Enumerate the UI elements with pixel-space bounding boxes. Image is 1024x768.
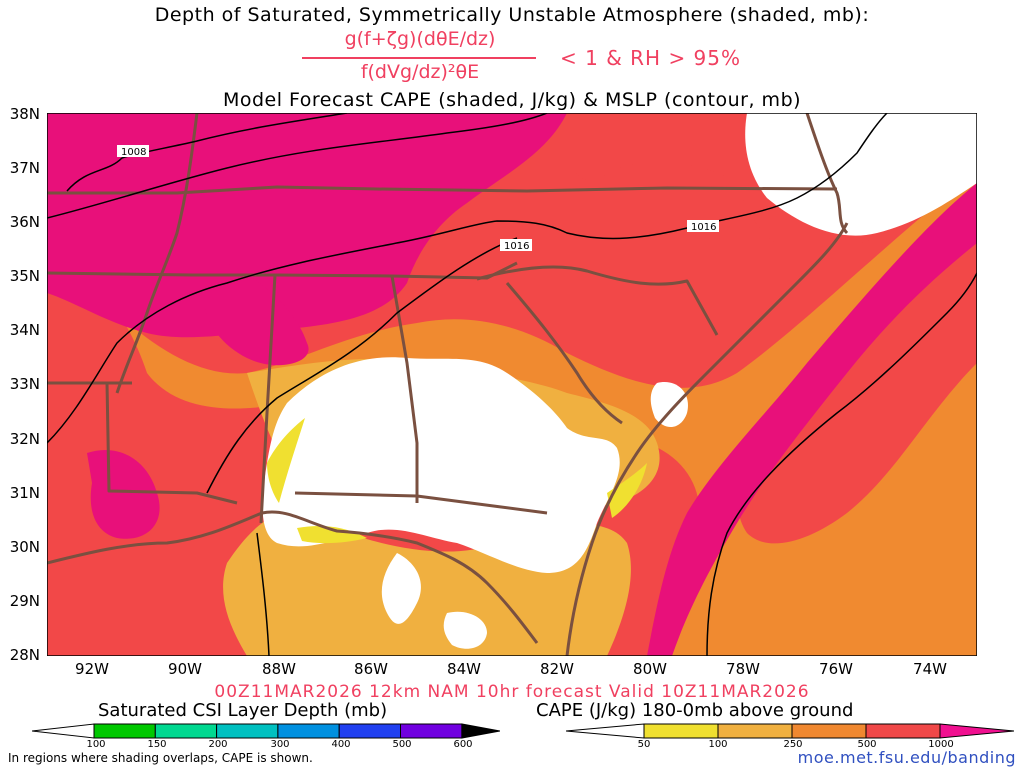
isobar-label-2: 1016 bbox=[504, 241, 529, 252]
isobar-label-bg-3 bbox=[687, 220, 719, 232]
cape-label-100: 100 bbox=[708, 739, 728, 750]
border-la-west bbox=[105, 382, 238, 505]
csi-swatches-swatch-4 bbox=[338, 723, 402, 739]
cape-map: 1008 1016 1016 bbox=[47, 113, 977, 656]
lat-label-31: 31N bbox=[9, 484, 40, 502]
lon-label-84: 84W bbox=[447, 660, 481, 678]
title-line-2: Model Forecast CAPE (shaded, J/kg) & MSL… bbox=[222, 89, 802, 111]
lon-label-88: 88W bbox=[262, 660, 296, 678]
lon-label-80: 80W bbox=[633, 660, 667, 678]
csi-label-200: 200 bbox=[208, 739, 228, 750]
cape-yellow-edge-2 bbox=[607, 463, 647, 518]
formula-condition: < 1 & RH > 95% bbox=[560, 46, 742, 70]
cape-swatch-0 bbox=[643, 723, 719, 739]
cape-colorbar bbox=[566, 723, 1014, 739]
state-borders bbox=[47, 113, 849, 656]
lon-label-74: 74W bbox=[913, 660, 947, 678]
csi-swatches-swatch-3 bbox=[277, 723, 340, 739]
cape-label-50: 50 bbox=[637, 739, 651, 750]
lon-label-82: 82W bbox=[540, 660, 574, 678]
isobar-south-west bbox=[256, 532, 270, 656]
border-fl-north bbox=[294, 491, 548, 515]
lat-label-36: 36N bbox=[9, 213, 40, 231]
cape-swatch-3 bbox=[865, 723, 941, 739]
lon-label-86: 86W bbox=[354, 660, 388, 678]
no-cape-virginia-coast bbox=[745, 113, 977, 236]
csi-swatches-swatch-0 bbox=[93, 723, 156, 739]
cape-colorbar-low-arrow bbox=[566, 723, 645, 739]
cape-colorbar-title: CAPE (J/kg) 180-0mb above ground bbox=[536, 700, 854, 721]
csi-colorbar-high-arrow bbox=[461, 723, 500, 739]
isobar-south-east bbox=[706, 272, 977, 656]
cape-magenta-west bbox=[87, 449, 160, 539]
overlap-note: In regions where shading overlaps, CAPE … bbox=[8, 751, 313, 765]
csi-colorbar-low-arrow bbox=[32, 723, 95, 739]
csi-label-600: 600 bbox=[453, 739, 473, 750]
no-cape-southeast-us bbox=[262, 357, 620, 573]
mslp-contours bbox=[47, 113, 977, 656]
website-link[interactable]: moe.met.fsu.edu/banding bbox=[797, 748, 1016, 767]
lon-label-90: 90W bbox=[168, 660, 202, 678]
csi-label-100: 100 bbox=[86, 739, 106, 750]
lat-label-34: 34N bbox=[9, 321, 40, 339]
no-cape-atlantic-patch bbox=[650, 382, 688, 428]
formula-numerator: g(f+ζg)(dθE/dz) bbox=[344, 28, 496, 50]
border-al-ga bbox=[390, 275, 419, 503]
isobar-west bbox=[47, 113, 888, 444]
lat-label-28: 28N bbox=[9, 646, 40, 664]
isobar-label-bg-2 bbox=[500, 239, 532, 251]
cape-yellow-edge-3 bbox=[297, 526, 367, 544]
cape-magenta-east-band bbox=[647, 183, 977, 656]
csi-label-400: 400 bbox=[331, 739, 351, 750]
cape-swatch-4 bbox=[939, 723, 1014, 739]
csi-swatches-swatch-1 bbox=[154, 723, 218, 739]
border-ms-river bbox=[115, 113, 199, 394]
cape-magenta-northwest-2 bbox=[204, 263, 309, 366]
lat-label-30: 30N bbox=[9, 538, 40, 556]
border-sc-ga bbox=[505, 282, 623, 425]
border-nc-sc bbox=[476, 265, 719, 336]
isobar-label-1: 1008 bbox=[121, 147, 146, 158]
lat-label-32: 32N bbox=[9, 430, 40, 448]
cape-label-1000: 1000 bbox=[928, 739, 954, 750]
csi-label-300: 300 bbox=[270, 739, 290, 750]
cape-magenta-northwest bbox=[47, 113, 567, 338]
lon-label-92: 92W bbox=[75, 660, 109, 678]
run-info: 00Z11MAR2026 12km NAM 10hr forecast Vali… bbox=[214, 682, 810, 702]
isobar-label-bg-1 bbox=[117, 145, 149, 157]
csi-swatches-swatch-5 bbox=[400, 723, 463, 739]
lat-label-33: 33N bbox=[9, 375, 40, 393]
isobar-1016-north bbox=[47, 113, 548, 219]
lat-label-29: 29N bbox=[9, 592, 40, 610]
no-cape-florida-panhandle bbox=[381, 553, 421, 624]
cape-label-500: 500 bbox=[857, 739, 877, 750]
formula-denominator: f(dVg/dz)²θE bbox=[360, 61, 480, 83]
cape-label-250: 250 bbox=[783, 739, 803, 750]
lon-label-76: 76W bbox=[819, 660, 853, 678]
border-va-coast bbox=[805, 113, 849, 235]
border-gulf-coast bbox=[47, 510, 539, 644]
lat-label-38: 38N bbox=[9, 105, 40, 123]
isobar-label-3: 1016 bbox=[691, 222, 716, 233]
no-cape-gulf bbox=[443, 611, 487, 649]
border-tn-north bbox=[47, 185, 838, 195]
formula-fraction-bar bbox=[302, 57, 536, 59]
csi-colorbar-title: Saturated CSI Layer Depth (mb) bbox=[98, 700, 388, 721]
isobar-1008 bbox=[66, 113, 348, 192]
csi-colorbar bbox=[32, 723, 500, 739]
title-line-1: Depth of Saturated, Symmetrically Unstab… bbox=[154, 4, 870, 26]
csi-label-500: 500 bbox=[392, 739, 412, 750]
border-ms-al bbox=[259, 274, 277, 524]
cape-swatch-1 bbox=[717, 723, 793, 739]
csi-swatches-swatch-2 bbox=[216, 723, 279, 739]
cape-swatch-2 bbox=[791, 723, 867, 739]
border-fl-east-coast bbox=[565, 222, 849, 656]
lat-label-35: 35N bbox=[9, 267, 40, 285]
csi-label-150: 150 bbox=[147, 739, 167, 750]
isobar-mid bbox=[206, 237, 518, 494]
csi-formula: g(f+ζg)(dθE/dz) f(dVg/dz)²θE bbox=[300, 28, 540, 88]
lon-label-78: 78W bbox=[726, 660, 760, 678]
lat-label-37: 37N bbox=[9, 159, 40, 177]
cape-yellow-edge-1 bbox=[267, 418, 305, 503]
